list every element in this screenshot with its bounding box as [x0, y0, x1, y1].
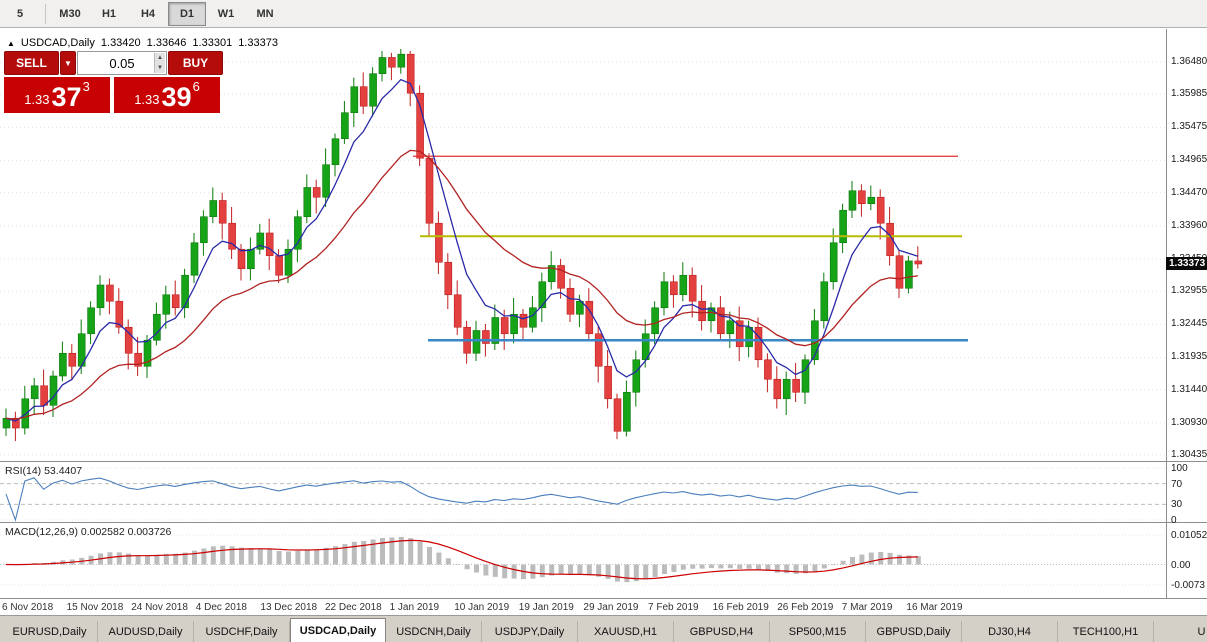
chart-marker-icon: ▲	[7, 38, 15, 48]
date-axis-label: 13 Dec 2018	[260, 602, 318, 613]
tab-usdjpy-daily[interactable]: USDJPY,Daily	[482, 621, 578, 642]
price-axis-tick: 1.33960	[1171, 219, 1207, 231]
price-axis-tick: 1.34470	[1171, 186, 1207, 198]
price-axis-tick: 1.32445	[1171, 318, 1207, 330]
macd-axis-level: -0.0073	[1171, 580, 1205, 591]
macd-canvas[interactable]	[0, 523, 1166, 598]
price-chart-canvas[interactable]	[0, 29, 1166, 460]
date-axis[interactable]: 6 Nov 2018 15 Nov 2018 24 Nov 2018 4 Dec 20…	[0, 598, 1207, 615]
date-axis-label: 16 Mar 2019	[906, 602, 963, 613]
price-axis-tick: 1.31440	[1171, 383, 1207, 395]
date-axis-label: 22 Dec 2018	[325, 602, 382, 613]
timeframe-button-h4[interactable]: H4	[140, 7, 156, 20]
tab-tech100-h1[interactable]: TECH100,H1	[1058, 621, 1154, 642]
timeframe-button-h1[interactable]: H1	[101, 7, 117, 20]
tab-audusd-daily[interactable]: AUDUSD,Daily	[98, 621, 194, 642]
rsi-canvas[interactable]	[0, 462, 1166, 522]
bid-price-display[interactable]: 1.33 37 3	[4, 77, 110, 113]
tab-gbpusd-daily[interactable]: GBPUSD,Daily	[866, 621, 962, 642]
tab-u[interactable]: U	[1154, 621, 1207, 642]
macd-indicator-panel[interactable]: MACD(12,26,9) 0.002582 0.003726	[0, 522, 1207, 598]
price-axis-tick: 1.36480	[1171, 56, 1207, 67]
tab-gbpusd-h4[interactable]: GBPUSD,H4	[674, 621, 770, 642]
price-axis-tick: 1.35475	[1171, 121, 1207, 133]
ohlc-high: 1.33646	[146, 37, 187, 49]
rsi-label: RSI(14) 53.4407	[5, 465, 83, 477]
volume-down-button[interactable]: ▼	[154, 63, 165, 73]
ohlc-low: 1.33301	[192, 37, 233, 49]
date-axis-label: 7 Mar 2019	[841, 602, 893, 613]
rsi-axis-level: 0	[1171, 515, 1177, 526]
ohlc-open: 1.33420	[100, 37, 141, 49]
sell-button[interactable]: SELL	[4, 51, 59, 75]
sell-dropdown-button[interactable]: ▼	[60, 51, 76, 75]
date-axis-label: 6 Nov 2018	[2, 602, 54, 613]
current-price-tag: 1.33373	[1166, 257, 1207, 271]
tab-sp500-m15[interactable]: SP500,M15	[770, 621, 866, 642]
tab-usdchf-daily[interactable]: USDCHF,Daily	[194, 621, 290, 642]
bid-point: 3	[82, 79, 90, 94]
volume-spinner: ▲ ▼	[154, 53, 165, 73]
ohlc-close: 1.33373	[238, 37, 278, 49]
price-axis-tick: 1.34965	[1171, 154, 1207, 166]
date-axis-label: 4 Dec 2018	[195, 602, 247, 613]
bid-prefix: 1.33	[24, 92, 50, 107]
chart-symbol-label: USDCAD,Daily	[20, 37, 95, 49]
macd-axis-level: 0.010525	[1171, 530, 1207, 541]
ask-price-display[interactable]: 1.33 39 6	[114, 77, 220, 113]
price-axis-tick: 1.35985	[1171, 88, 1207, 100]
rsi-axis-level: 70	[1171, 478, 1183, 490]
date-axis-label: 15 Nov 2018	[66, 602, 124, 613]
tab-eurusd-daily[interactable]: EURUSD,Daily	[2, 621, 98, 642]
date-axis-label: 16 Feb 2019	[712, 602, 769, 613]
tab-usdcad-daily[interactable]: USDCAD,Daily	[290, 618, 386, 642]
ask-point: 6	[192, 79, 200, 94]
buy-button[interactable]: BUY	[168, 51, 223, 75]
timeframe-toolbar: 5 M30 H1 H4 D1 W1 MN	[0, 0, 1207, 28]
tab-usdcnh-daily[interactable]: USDCNH,Daily	[386, 621, 482, 642]
price-axis-tick: 1.30435	[1171, 449, 1207, 460]
timeframe-button-d1[interactable]: D1	[168, 1, 206, 26]
timeframe-button-5[interactable]: 5	[16, 7, 24, 20]
tab-dj30-h4[interactable]: DJ30,H4	[962, 621, 1058, 642]
timeframe-button-w1[interactable]: W1	[217, 7, 235, 20]
tab-xauusd-h1[interactable]: XAUUSD,H1	[578, 621, 674, 642]
chart-title: ▲ USDCAD,Daily 1.33420 1.33646 1.33301 1…	[7, 37, 278, 49]
date-axis-label: 26 Feb 2019	[777, 602, 834, 613]
one-click-trading-panel: SELL ▼ 0.05 ▲ ▼ BUY 1.33 37 3	[4, 51, 223, 113]
price-axis-tick: 1.30930	[1171, 416, 1207, 428]
bid-pips: 37	[51, 82, 82, 113]
ask-prefix: 1.33	[134, 92, 160, 107]
timeframe-button-m30[interactable]: M30	[59, 7, 81, 20]
toolbar-separator	[45, 3, 46, 24]
volume-up-button[interactable]: ▲	[154, 53, 165, 63]
price-axis-tick: 1.32955	[1171, 285, 1207, 297]
date-axis-label: 7 Feb 2019	[648, 602, 699, 613]
date-axis-label: 19 Jan 2019	[518, 602, 574, 613]
price-axis-tick: 1.31935	[1171, 351, 1207, 363]
date-axis-label: 1 Jan 2019	[389, 602, 440, 613]
date-axis-label: 24 Nov 2018	[131, 602, 188, 613]
rsi-axis-level: 30	[1171, 499, 1183, 511]
date-axis-label: 10 Jan 2019	[454, 602, 510, 613]
macd-label: MACD(12,26,9) 0.002582 0.003726	[5, 526, 172, 538]
macd-axis-level: 0.00	[1171, 559, 1191, 571]
chart-tab-bar: EURUSD,Daily AUDUSD,Daily USDCHF,Daily USDC…	[0, 615, 1207, 642]
rsi-axis-level: 100	[1171, 463, 1188, 474]
price-chart-area[interactable]: ▲ USDCAD,Daily 1.33420 1.33646 1.33301 1…	[0, 29, 1166, 460]
date-axis-label: 29 Jan 2019	[583, 602, 639, 613]
volume-field[interactable]: 0.05 ▲ ▼	[77, 51, 167, 75]
axis-separator	[1166, 29, 1167, 598]
volume-value: 0.05	[109, 55, 135, 71]
timeframe-button-mn[interactable]: MN	[256, 7, 274, 20]
rsi-indicator-panel[interactable]: RSI(14) 53.4407	[0, 461, 1207, 522]
ask-pips: 39	[161, 82, 192, 113]
